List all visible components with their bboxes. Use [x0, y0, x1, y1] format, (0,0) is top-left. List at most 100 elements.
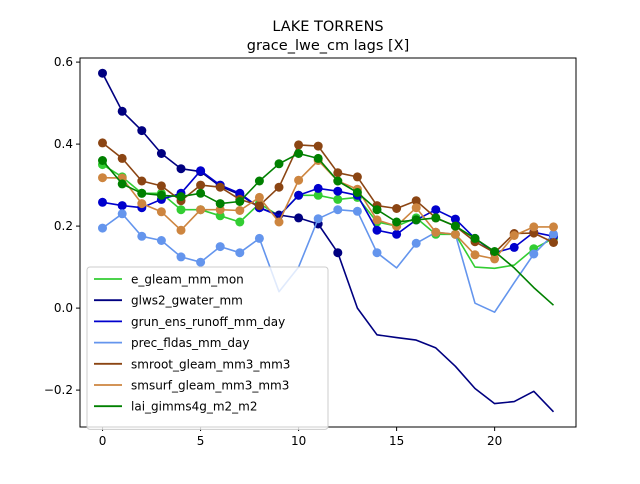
- data-point-lai_gimms4g_m2_m2-16: [411, 215, 421, 225]
- data-point-smsurf_gleam_mm3_mm3-20: [490, 254, 500, 264]
- data-point-lai_gimms4g_m2_m2-15: [392, 217, 402, 227]
- data-point-e_gleam_mm_mon-11: [313, 190, 323, 200]
- x-tick-label: 20: [487, 434, 502, 448]
- data-point-smsurf_gleam_mm3_mm3-22: [529, 222, 539, 232]
- data-point-lai_gimms4g_m2_m2-3: [156, 190, 166, 200]
- data-point-prec_fldas_mm_day-8: [254, 233, 264, 243]
- data-point-glws2_gwater_mm-4: [176, 164, 186, 174]
- legend-entry: smsurf_gleam_mm3_mm3: [94, 379, 289, 393]
- legend-label: smsurf_gleam_mm3_mm3: [131, 379, 289, 393]
- data-point-grun_ens_runoff_mm_day-0: [98, 197, 107, 207]
- data-point-lai_gimms4g_m2_m2-9: [274, 159, 284, 169]
- data-point-smsurf_gleam_mm3_mm3-8: [254, 192, 264, 202]
- data-point-smroot_gleam_mm3_mm3-0: [98, 138, 107, 148]
- data-point-glws2_gwater_mm-10: [294, 213, 304, 223]
- y-tick-label: 0.2: [54, 219, 73, 233]
- data-point-smsurf_gleam_mm3_mm3-23: [549, 222, 558, 232]
- data-point-smroot_gleam_mm3_mm3-5: [196, 180, 206, 190]
- x-tick-label: 10: [291, 434, 306, 448]
- data-point-glws2_gwater_mm-0: [98, 68, 107, 78]
- data-point-grun_ens_runoff_mm_day-14: [372, 225, 382, 235]
- data-point-smroot_gleam_mm3_mm3-2: [137, 176, 147, 186]
- series-prec_fldas_mm_day: [98, 205, 558, 314]
- data-point-lai_gimms4g_m2_m2-11: [313, 153, 323, 163]
- data-point-smsurf_gleam_mm3_mm3-19: [470, 250, 480, 260]
- data-point-prec_fldas_mm_day-4: [176, 252, 186, 262]
- data-point-smroot_gleam_mm3_mm3-11: [313, 141, 323, 151]
- legend-entry: grun_ens_runoff_mm_day: [94, 315, 285, 329]
- data-point-smsurf_gleam_mm3_mm3-7: [235, 206, 245, 215]
- data-point-prec_fldas_mm_day-16: [411, 238, 421, 248]
- data-point-grun_ens_runoff_mm_day-17: [431, 205, 441, 215]
- axes: 0 5 10 15 20 −0.2 0.0 0.2 0.4 0.6: [44, 55, 577, 448]
- data-point-prec_fldas_mm_day-7: [235, 248, 245, 258]
- plot-area: [98, 68, 558, 413]
- data-point-smsurf_gleam_mm3_mm3-21: [509, 231, 519, 240]
- legend-entry: glws2_gwater_mm: [94, 294, 243, 308]
- data-point-lai_gimms4g_m2_m2-1: [117, 179, 127, 189]
- data-point-smsurf_gleam_mm3_mm3-3: [156, 207, 166, 217]
- data-point-smroot_gleam_mm3_mm3-16: [411, 196, 421, 206]
- data-point-grun_ens_runoff_mm_day-1: [117, 201, 127, 211]
- legend-label: glws2_gwater_mm: [131, 294, 243, 308]
- data-point-smsurf_gleam_mm3_mm3-14: [372, 215, 382, 225]
- data-point-prec_fldas_mm_day-23: [549, 229, 558, 239]
- data-point-prec_fldas_mm_day-22: [529, 249, 539, 259]
- y-tick-label: 0.4: [54, 137, 73, 151]
- y-tick-label: 0.0: [54, 301, 73, 315]
- legend: e_gleam_mm_mon glws2_gwater_mm grun_ens_ru…: [86, 266, 329, 430]
- chart-subtitle: grace_lwe_cm lags [X]: [247, 38, 410, 54]
- data-point-lai_gimms4g_m2_m2-19: [470, 233, 480, 243]
- chart-title: LAKE TORRENS: [272, 19, 383, 35]
- data-point-lai_gimms4g_m2_m2-7: [235, 197, 245, 206]
- data-point-prec_fldas_mm_day-3: [156, 236, 166, 245]
- data-point-smsurf_gleam_mm3_mm3-17: [431, 227, 441, 237]
- data-point-grun_ens_runoff_mm_day-10: [294, 190, 304, 200]
- legend-label: lai_gimms4g_m2_m2: [131, 400, 258, 414]
- data-point-lai_gimms4g_m2_m2-14: [372, 205, 382, 215]
- data-point-prec_fldas_mm_day-12: [333, 205, 343, 215]
- data-point-smsurf_gleam_mm3_mm3-9: [274, 217, 284, 227]
- legend-box: [86, 266, 329, 430]
- x-tick-label: 15: [389, 434, 404, 448]
- data-point-grun_ens_runoff_mm_day-12: [333, 186, 343, 196]
- data-point-smroot_gleam_mm3_mm3-8: [254, 201, 264, 211]
- data-point-prec_fldas_mm_day-11: [313, 214, 323, 224]
- data-point-lai_gimms4g_m2_m2-10: [294, 149, 304, 158]
- data-point-smsurf_gleam_mm3_mm3-0: [98, 173, 107, 183]
- data-point-smroot_gleam_mm3_mm3-12: [333, 168, 343, 178]
- data-point-prec_fldas_mm_day-5: [196, 257, 206, 267]
- data-point-lai_gimms4g_m2_m2-0: [98, 156, 107, 165]
- data-point-smroot_gleam_mm3_mm3-22: [529, 228, 539, 238]
- data-point-lai_gimms4g_m2_m2-5: [196, 188, 206, 198]
- data-point-lai_gimms4g_m2_m2-17: [431, 213, 441, 223]
- data-point-lai_gimms4g_m2_m2-4: [176, 192, 186, 202]
- data-point-lai_gimms4g_m2_m2-2: [137, 188, 147, 198]
- data-point-prec_fldas_mm_day-2: [137, 231, 147, 241]
- data-point-smroot_gleam_mm3_mm3-6: [215, 182, 225, 192]
- data-point-smsurf_gleam_mm3_mm3-2: [137, 199, 147, 209]
- data-point-prec_fldas_mm_day-6: [215, 242, 225, 252]
- data-point-lai_gimms4g_m2_m2-20: [490, 247, 500, 256]
- x-tick-label: 5: [197, 434, 205, 448]
- data-point-glws2_gwater_mm-2: [137, 126, 147, 136]
- data-point-prec_fldas_mm_day-14: [372, 248, 382, 258]
- data-point-grun_ens_runoff_mm_day-5: [196, 166, 206, 176]
- y-tick-label: 0.6: [54, 55, 73, 69]
- legend-label: grun_ens_runoff_mm_day: [131, 315, 285, 329]
- legend-entry: smroot_gleam_mm3_mm3: [94, 357, 290, 371]
- data-point-smroot_gleam_mm3_mm3-15: [392, 204, 402, 213]
- data-point-prec_fldas_mm_day-0: [98, 223, 107, 233]
- data-point-smroot_gleam_mm3_mm3-9: [274, 182, 284, 192]
- series-lai_gimms4g_m2_m2: [98, 149, 555, 306]
- data-point-smroot_gleam_mm3_mm3-1: [117, 153, 127, 163]
- data-point-lai_gimms4g_m2_m2-12: [333, 176, 343, 186]
- data-point-grun_ens_runoff_mm_day-21: [509, 242, 519, 252]
- data-point-smroot_gleam_mm3_mm3-10: [294, 140, 304, 150]
- data-point-lai_gimms4g_m2_m2-13: [352, 188, 362, 197]
- data-point-smsurf_gleam_mm3_mm3-16: [411, 203, 421, 213]
- data-point-e_gleam_mm_mon-7: [235, 217, 245, 227]
- x-tick-label: 0: [99, 434, 107, 448]
